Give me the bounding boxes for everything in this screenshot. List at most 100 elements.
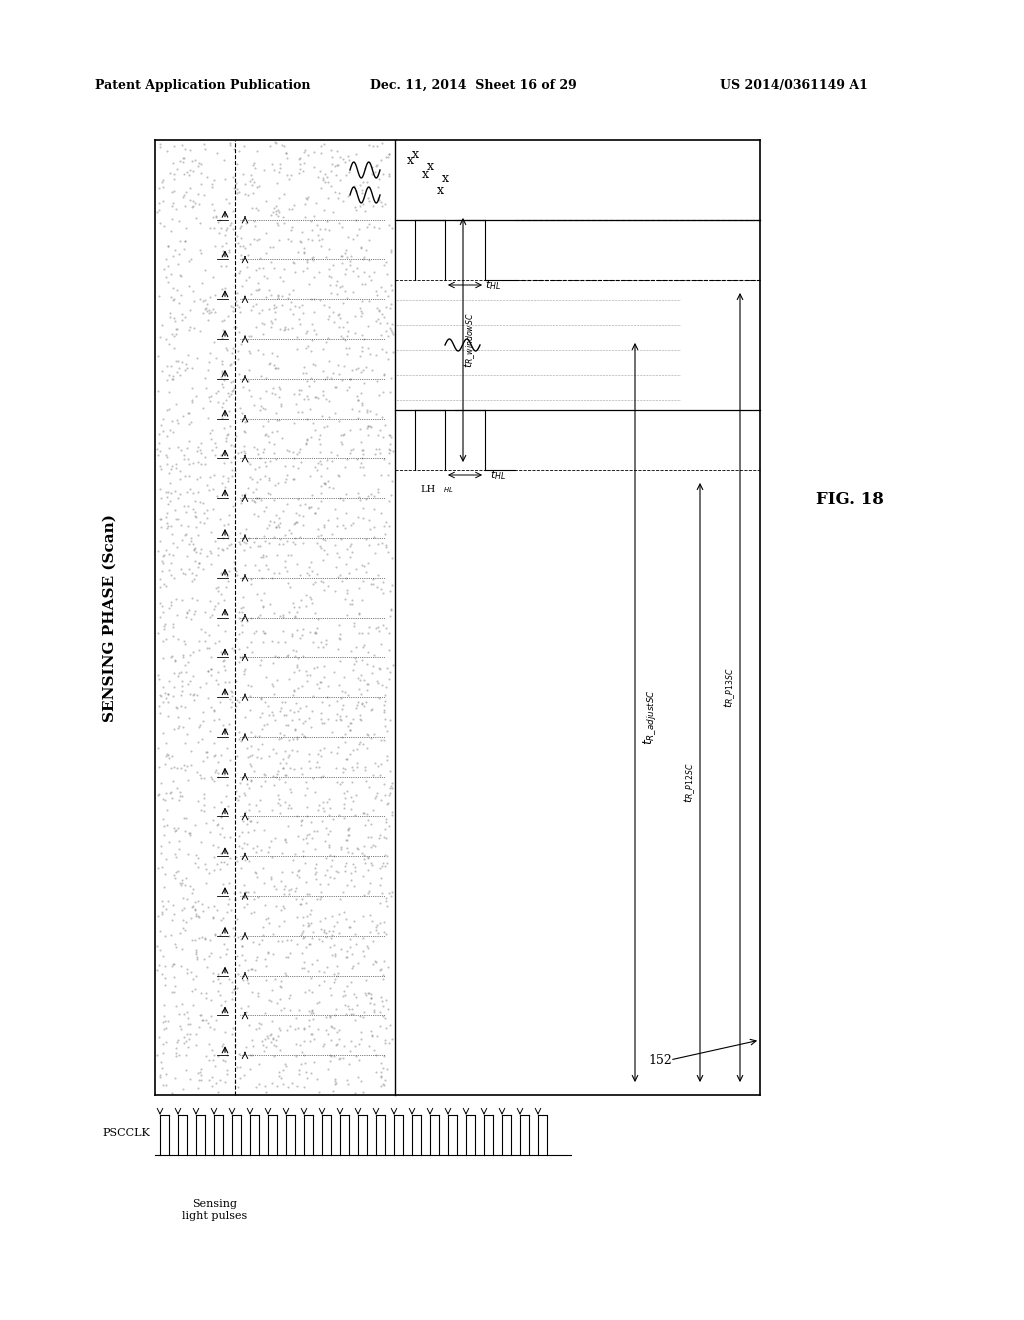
Point <box>188 469 205 490</box>
Point <box>334 570 350 591</box>
Point <box>267 301 284 322</box>
Point <box>283 231 299 252</box>
Point <box>329 508 345 529</box>
Point <box>340 186 356 207</box>
Point <box>152 569 168 590</box>
Point <box>165 626 181 647</box>
Point <box>283 929 299 950</box>
Point <box>321 708 337 729</box>
Point <box>267 297 284 318</box>
Point <box>297 194 313 215</box>
Point <box>175 717 191 738</box>
Point <box>289 326 305 347</box>
Point <box>356 982 373 1003</box>
Point <box>238 411 254 432</box>
Point <box>202 343 218 364</box>
Point <box>199 873 215 894</box>
Point <box>332 170 348 191</box>
Point <box>272 999 289 1020</box>
Point <box>207 924 223 945</box>
Point <box>376 449 392 470</box>
Point <box>266 602 283 623</box>
Point <box>169 436 185 457</box>
Point <box>294 1041 310 1063</box>
Point <box>359 414 376 436</box>
Point <box>352 731 369 752</box>
Point <box>377 1032 393 1053</box>
Point <box>200 408 216 429</box>
Point <box>296 1076 312 1097</box>
Point <box>265 1045 282 1067</box>
Point <box>375 582 391 603</box>
Point <box>266 198 283 219</box>
Point <box>338 851 354 873</box>
Point <box>263 869 280 890</box>
Point <box>278 764 294 785</box>
Point <box>304 828 321 849</box>
Point <box>279 929 295 950</box>
Text: US 2014/0361149 A1: US 2014/0361149 A1 <box>720 78 868 91</box>
Point <box>172 461 188 482</box>
Point <box>280 228 296 249</box>
Point <box>293 451 309 473</box>
Point <box>221 968 238 989</box>
Point <box>224 466 241 487</box>
Point <box>238 269 254 290</box>
Point <box>308 656 325 677</box>
Point <box>206 701 222 722</box>
Point <box>378 321 394 342</box>
Point <box>372 313 388 334</box>
Point <box>353 649 370 671</box>
Point <box>373 867 389 888</box>
Point <box>295 260 311 281</box>
Point <box>260 558 276 579</box>
Point <box>377 684 393 705</box>
Point <box>341 817 357 838</box>
Point <box>327 944 343 965</box>
Point <box>179 1002 196 1023</box>
Point <box>315 169 332 190</box>
Point <box>170 665 186 686</box>
Point <box>241 1015 257 1036</box>
Point <box>381 816 397 837</box>
Point <box>303 341 319 362</box>
Point <box>154 902 170 923</box>
Point <box>258 956 274 977</box>
Point <box>307 191 324 213</box>
Point <box>204 440 220 461</box>
Point <box>249 230 265 251</box>
Point <box>220 525 237 546</box>
Point <box>160 744 176 766</box>
Point <box>368 156 384 177</box>
Point <box>336 152 352 173</box>
Point <box>161 747 177 768</box>
Point <box>216 370 232 391</box>
Point <box>332 487 348 508</box>
Point <box>190 1016 207 1038</box>
Point <box>357 814 374 836</box>
Point <box>260 532 276 553</box>
Point <box>286 441 302 462</box>
Point <box>165 614 181 635</box>
Point <box>206 744 222 766</box>
Point <box>217 620 233 642</box>
Point <box>359 826 376 847</box>
Point <box>384 470 400 491</box>
Point <box>369 135 385 156</box>
Point <box>175 644 191 665</box>
Point <box>173 558 189 579</box>
Point <box>237 174 253 195</box>
Point <box>351 603 368 624</box>
Point <box>157 956 173 977</box>
Point <box>197 767 213 788</box>
Point <box>356 157 373 178</box>
Point <box>230 532 247 553</box>
Point <box>178 354 195 375</box>
Point <box>371 828 387 849</box>
Point <box>373 1076 389 1097</box>
Point <box>384 548 400 569</box>
Point <box>255 544 271 565</box>
Point <box>324 523 340 544</box>
Point <box>269 669 286 690</box>
Point <box>330 465 346 486</box>
